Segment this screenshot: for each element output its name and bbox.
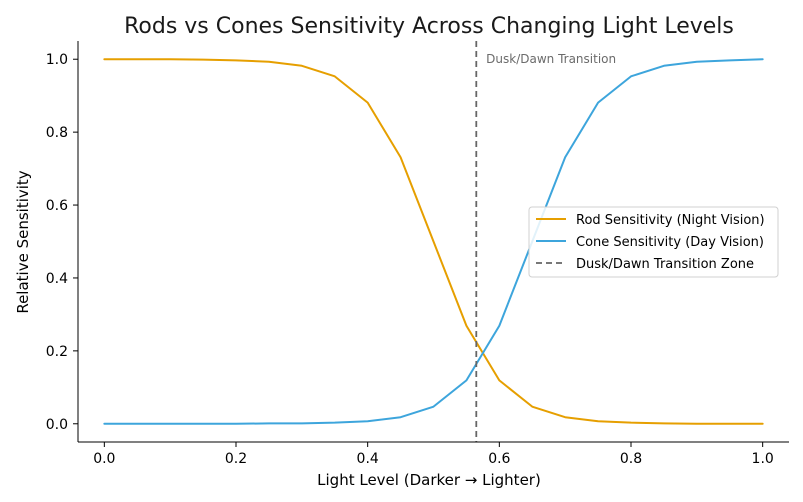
legend-label-1: Cone Sensitivity (Day Vision)	[576, 235, 764, 250]
annotation-layer: Dusk/Dawn Transition	[486, 52, 616, 66]
y-axis-label: Relative Sensitivity	[14, 170, 32, 313]
y-tick-label-5: 1.0	[46, 52, 68, 68]
legend-box	[528, 206, 779, 278]
x-axis-ticks: 0.0 0.2 0.4 0.6 0.8 1.0	[93, 442, 774, 467]
x-tick-label-3: 0.6	[488, 451, 510, 467]
series-line-1	[103, 58, 764, 425]
axes: 0.0 0.2 0.4 0.6 0.8 1.0 0.0 0.2 0.4 0.6 0.8 1.0	[46, 41, 789, 467]
y-tick-label-1: 0.2	[46, 344, 68, 360]
x-tick-label-0: 0.0	[93, 451, 115, 467]
y-axis-ticks: 0.0 0.2 0.4 0.6 0.8 1.0	[46, 52, 78, 433]
legend-label-2: Dusk/Dawn Transition Zone	[576, 257, 754, 272]
y-tick-label-3: 0.6	[46, 198, 68, 214]
x-tick-label-1: 0.2	[225, 451, 247, 467]
y-tick-label-0: 0.0	[46, 417, 68, 433]
y-tick-label-2: 0.4	[46, 271, 68, 287]
x-tick-label-2: 0.4	[357, 451, 379, 467]
annotation-text-0: Dusk/Dawn Transition	[486, 52, 616, 66]
x-tick-label-4: 0.8	[620, 451, 642, 467]
series-line-0	[103, 58, 764, 425]
x-tick-label-5: 1.0	[752, 451, 774, 467]
legend: Rod Sensitivity (Night Vision) Cone Sensi…	[528, 206, 779, 278]
chart-title: Rods vs Cones Sensitivity Across Changin…	[124, 14, 734, 39]
y-tick-label-4: 0.8	[46, 125, 68, 141]
x-axis-label: Light Level (Darker → Lighter)	[317, 471, 541, 489]
series-layer	[103, 58, 764, 425]
legend-label-0: Rod Sensitivity (Night Vision)	[576, 213, 765, 228]
plot-area: Dusk/Dawn Transition	[103, 41, 764, 442]
